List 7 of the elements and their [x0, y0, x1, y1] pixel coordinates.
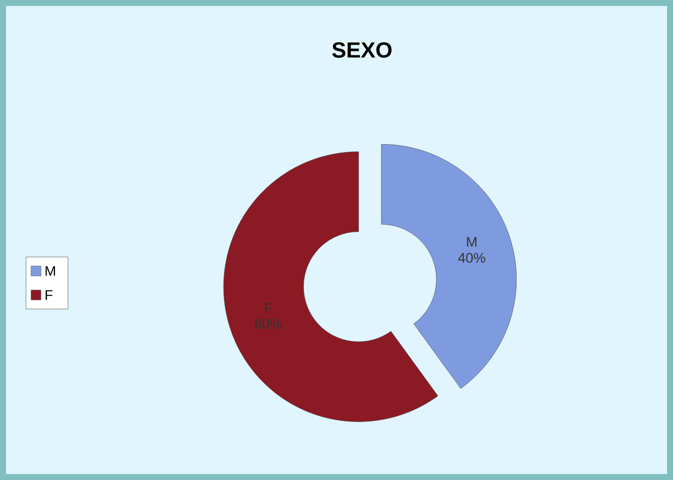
- slice-label: M: [467, 237, 476, 247]
- slice-label: F: [265, 303, 272, 313]
- chart-title: SEXO: [332, 42, 392, 58]
- data-label: 40%: [458, 252, 486, 263]
- legend-label: M: [46, 266, 56, 276]
- data-label: 60%: [254, 318, 282, 329]
- legend-label: F: [46, 290, 52, 300]
